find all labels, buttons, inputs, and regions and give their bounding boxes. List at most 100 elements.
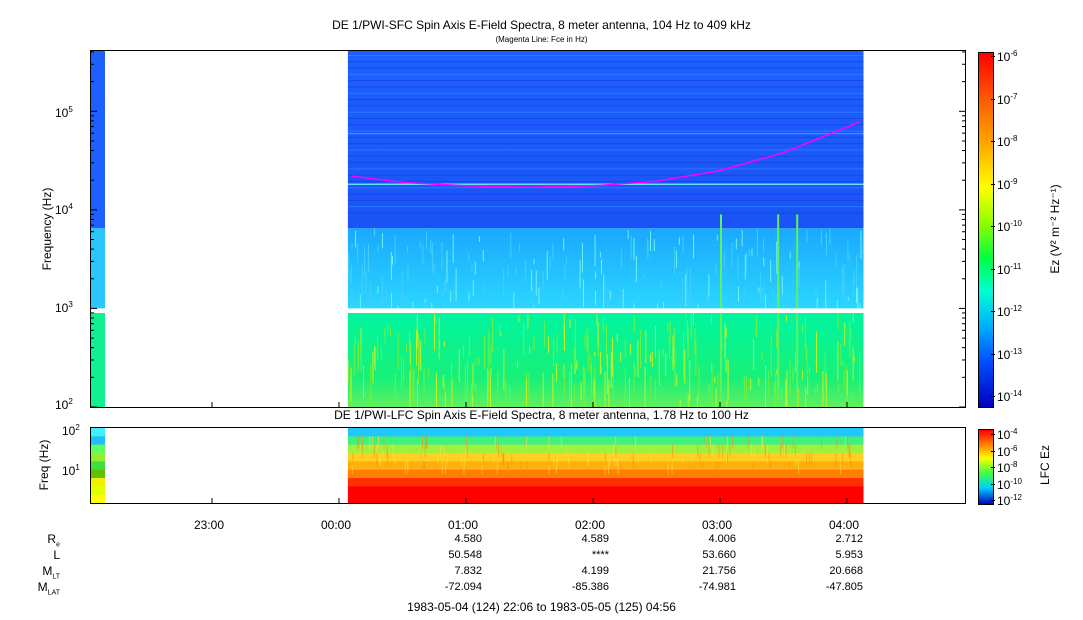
colorbar-tick-label: 10-9 bbox=[997, 176, 1018, 192]
lfc-emission bbox=[764, 444, 766, 458]
lfc-emission bbox=[613, 444, 615, 458]
sfc-low-emission bbox=[837, 313, 839, 330]
lfc-emission bbox=[503, 453, 505, 466]
sfc-low-emission bbox=[602, 317, 604, 334]
sfc-stripe bbox=[347, 67, 864, 69]
sfc-low-emission bbox=[445, 393, 447, 407]
lfc-emission bbox=[604, 453, 606, 466]
lfc-emission bbox=[692, 461, 694, 474]
sfc-low-emission bbox=[669, 321, 671, 342]
sfc-stripe bbox=[347, 174, 864, 176]
sfc-low-emission bbox=[683, 333, 685, 378]
sfc-low-emission bbox=[505, 379, 507, 407]
sfc-low-emission bbox=[785, 315, 787, 322]
sfc-low-emission bbox=[845, 365, 847, 407]
lfc-emission bbox=[765, 444, 767, 458]
lfc-band bbox=[347, 478, 864, 487]
sfc-mid-emission bbox=[390, 251, 392, 280]
ephemeris-value: -85.386 bbox=[571, 581, 609, 593]
sfc-low-emission bbox=[492, 317, 494, 352]
sfc-low-emission bbox=[529, 345, 531, 354]
ephemeris-value: 20.668 bbox=[829, 565, 863, 577]
sfc-low-emission bbox=[584, 367, 586, 407]
sfc-low-emission bbox=[423, 367, 425, 394]
sfc-mid-emission bbox=[835, 254, 837, 267]
sfc-mid-emission bbox=[455, 268, 457, 301]
lfc-emission bbox=[526, 436, 528, 449]
sfc-low-emission bbox=[569, 319, 571, 328]
sfc-low-emission bbox=[498, 324, 500, 334]
lfc-emission bbox=[806, 453, 808, 466]
sfc-mid-emission bbox=[816, 297, 818, 309]
lfc-emission bbox=[424, 461, 426, 474]
sfc-mid-emission bbox=[515, 266, 517, 274]
sfc-low-emission bbox=[654, 379, 656, 407]
sfc-mid-emission bbox=[482, 303, 484, 309]
lfc-emission bbox=[671, 461, 673, 474]
sfc-mid-emission bbox=[350, 263, 352, 284]
sfc-low-emission bbox=[688, 393, 690, 407]
ephemeris-value: 4.199 bbox=[581, 565, 609, 577]
lfc-emission bbox=[850, 453, 852, 466]
lfc-emission bbox=[360, 444, 362, 458]
lfc-emission bbox=[762, 436, 764, 449]
lfc-emission bbox=[501, 444, 503, 458]
lfc-emission bbox=[763, 444, 765, 458]
sfc-low-emission bbox=[525, 379, 527, 406]
lfc-emission bbox=[555, 461, 557, 474]
sfc-stripe bbox=[347, 55, 864, 56]
sfc-mid-emission bbox=[351, 289, 353, 309]
sfc-low-emission bbox=[462, 345, 464, 358]
sfc-low-emission bbox=[852, 347, 854, 381]
sfc-low-emission bbox=[564, 364, 566, 396]
sfc-low-emission bbox=[579, 385, 581, 407]
sfc-mid-emission bbox=[430, 240, 432, 255]
sfc-mid-emission bbox=[650, 231, 652, 251]
sfc-low-emission bbox=[815, 388, 817, 395]
sfc-low-emission bbox=[584, 334, 586, 348]
sfc-mid-emission bbox=[581, 242, 583, 273]
sfc-ytick-10000: 104 bbox=[55, 202, 73, 217]
sfc-low-emission bbox=[467, 360, 469, 405]
sfc-low-emission bbox=[633, 315, 635, 333]
sfc-mid-emission bbox=[531, 270, 533, 291]
sfc-colorbar bbox=[978, 52, 994, 408]
sfc-low-emission bbox=[370, 363, 372, 407]
lfc-emission bbox=[425, 436, 427, 449]
sfc-low-emission bbox=[499, 402, 501, 407]
sfc-stripe bbox=[347, 187, 864, 189]
sfc-low-emission bbox=[608, 379, 610, 407]
sfc-low-emission bbox=[753, 339, 755, 370]
sfc-low-emission bbox=[849, 339, 851, 349]
sfc-stripe bbox=[347, 143, 864, 145]
sfc-stripe bbox=[347, 136, 864, 138]
lfc-emission bbox=[357, 436, 359, 449]
sfc-mid-band bbox=[91, 228, 105, 309]
colorbar-tick-label: 10-11 bbox=[997, 261, 1022, 277]
lfc-band bbox=[347, 428, 864, 437]
lfc-emission bbox=[795, 444, 797, 458]
sfc-mid-emission bbox=[770, 260, 772, 282]
lfc-emission bbox=[526, 461, 528, 474]
lfc-emission bbox=[753, 444, 755, 458]
sfc-low-emission bbox=[786, 370, 788, 407]
sfc-low-emission bbox=[853, 356, 855, 362]
sfc-low-emission bbox=[825, 373, 827, 407]
lfc-emission bbox=[565, 444, 567, 458]
sfc-stripe bbox=[347, 61, 864, 63]
sfc-low-emission bbox=[428, 369, 430, 378]
sfc-gap bbox=[91, 308, 965, 313]
sfc-low-emission bbox=[689, 359, 691, 401]
colorbar-tick-label: 10-13 bbox=[997, 346, 1022, 362]
sfc-low-emission bbox=[436, 372, 438, 407]
lfc-emission bbox=[392, 444, 394, 458]
ephemeris-value: 4.580 bbox=[454, 533, 482, 545]
sfc-mid-emission bbox=[583, 279, 585, 307]
sfc-low-emission bbox=[658, 350, 660, 386]
sfc-mid-emission bbox=[595, 271, 597, 279]
sfc-low-emission bbox=[633, 361, 635, 396]
sfc-mid-emission bbox=[633, 238, 635, 261]
sfc-mid-emission bbox=[693, 234, 695, 259]
lfc-emission bbox=[609, 453, 611, 466]
sfc-low-emission bbox=[418, 333, 420, 357]
